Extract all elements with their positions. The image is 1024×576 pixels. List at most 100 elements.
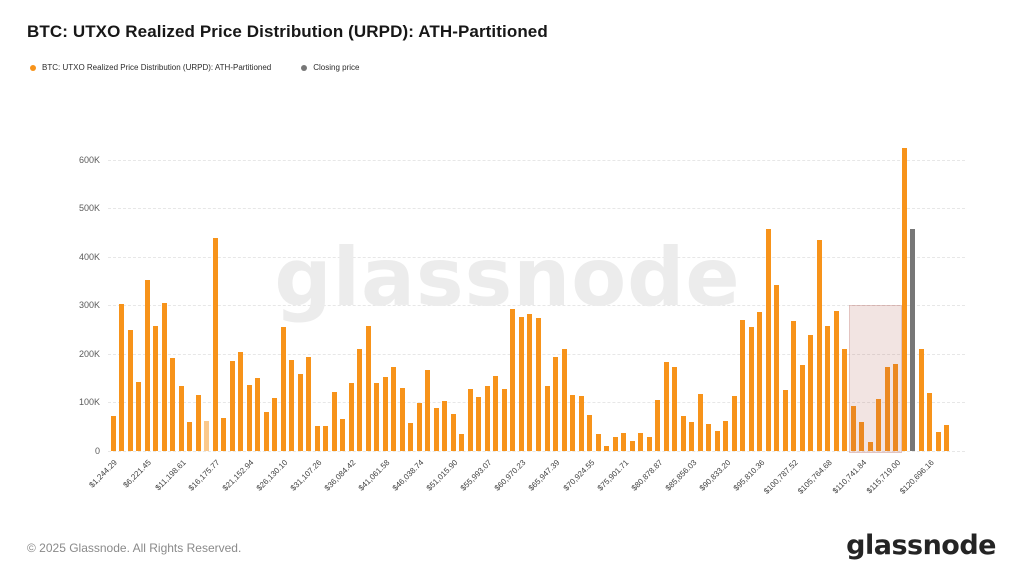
legend-item-urpd[interactable]: BTC: UTXO Realized Price Distribution (U… (30, 63, 271, 72)
urpd-bar[interactable] (612, 437, 618, 451)
urpd-bar[interactable] (204, 420, 210, 451)
urpd-bar[interactable] (799, 365, 805, 451)
urpd-bar[interactable] (263, 411, 269, 451)
urpd-bar[interactable] (518, 317, 524, 451)
urpd-bar[interactable] (425, 369, 431, 451)
urpd-bar[interactable] (255, 378, 261, 451)
urpd-bar[interactable] (246, 384, 252, 451)
urpd-bar[interactable] (357, 349, 363, 451)
urpd-bar[interactable] (331, 391, 337, 451)
urpd-bar[interactable] (536, 318, 541, 451)
urpd-bar[interactable] (280, 326, 286, 451)
urpd-bar[interactable] (816, 239, 822, 451)
urpd-bar[interactable] (476, 396, 482, 451)
urpd-bar[interactable] (842, 349, 848, 451)
urpd-bar[interactable] (365, 325, 371, 451)
urpd-bar[interactable] (604, 446, 610, 451)
urpd-bar[interactable] (442, 400, 448, 451)
urpd-bar[interactable] (595, 434, 601, 451)
urpd-bar[interactable] (187, 421, 193, 451)
urpd-bar[interactable] (467, 389, 473, 451)
urpd-bar[interactable] (527, 314, 533, 451)
urpd-bar[interactable] (587, 415, 593, 451)
urpd-bar[interactable] (340, 419, 346, 451)
urpd-bar[interactable] (501, 389, 507, 451)
urpd-bar[interactable] (323, 425, 329, 451)
urpd-bar[interactable] (161, 302, 167, 451)
urpd-bar[interactable] (723, 420, 729, 451)
urpd-bar[interactable] (638, 432, 644, 451)
urpd-bar[interactable] (272, 397, 278, 451)
legend-item-closing-price[interactable]: Closing price (301, 63, 360, 72)
urpd-bar[interactable] (484, 385, 490, 451)
urpd-bar[interactable] (927, 392, 933, 451)
urpd-bar[interactable] (646, 437, 652, 451)
urpd-bar[interactable] (178, 386, 184, 451)
urpd-bar[interactable] (119, 304, 124, 451)
urpd-bar[interactable] (697, 394, 703, 451)
urpd-bar[interactable] (136, 381, 142, 451)
urpd-bar[interactable] (706, 424, 712, 451)
urpd-bar[interactable] (416, 402, 422, 451)
urpd-bar[interactable] (833, 310, 839, 451)
urpd-bar[interactable] (459, 434, 465, 451)
closing-price-bar[interactable] (910, 229, 916, 451)
urpd-bar[interactable] (195, 394, 201, 451)
urpd-bar[interactable] (850, 405, 856, 451)
urpd-bar[interactable] (170, 358, 176, 451)
urpd-bar[interactable] (399, 387, 405, 451)
urpd-bar[interactable] (408, 423, 414, 451)
urpd-bar[interactable] (153, 326, 159, 451)
urpd-bar[interactable] (731, 395, 737, 451)
urpd-bar[interactable] (127, 329, 133, 451)
urpd-bar[interactable] (867, 441, 873, 451)
urpd-bar[interactable] (757, 312, 763, 451)
urpd-bar[interactable] (901, 147, 907, 451)
urpd-bar[interactable] (740, 320, 746, 451)
urpd-bar[interactable] (689, 421, 695, 451)
urpd-bar[interactable] (544, 386, 550, 451)
urpd-bar[interactable] (391, 366, 397, 451)
urpd-bar[interactable] (144, 279, 150, 451)
urpd-bar[interactable] (935, 432, 941, 451)
urpd-bar[interactable] (297, 374, 303, 451)
urpd-bar[interactable] (314, 425, 320, 451)
urpd-bar[interactable] (510, 308, 516, 451)
urpd-bar[interactable] (289, 359, 295, 451)
urpd-bar[interactable] (110, 416, 116, 451)
urpd-bar[interactable] (748, 327, 754, 451)
urpd-bar[interactable] (655, 400, 661, 451)
urpd-bar[interactable] (212, 237, 218, 451)
urpd-bar[interactable] (884, 367, 890, 451)
urpd-bar[interactable] (791, 321, 797, 451)
urpd-bar[interactable] (433, 408, 439, 451)
urpd-bar[interactable] (374, 383, 380, 451)
urpd-bar[interactable] (876, 398, 882, 451)
urpd-bar[interactable] (229, 360, 235, 451)
urpd-bar[interactable] (621, 432, 627, 451)
urpd-bar[interactable] (221, 417, 227, 451)
urpd-bar[interactable] (629, 440, 635, 451)
urpd-bar[interactable] (382, 377, 388, 451)
urpd-bar[interactable] (553, 357, 559, 451)
urpd-bar[interactable] (782, 389, 788, 451)
urpd-bar[interactable] (680, 416, 686, 451)
urpd-bar[interactable] (493, 376, 499, 451)
urpd-bar[interactable] (450, 413, 456, 451)
urpd-bar[interactable] (918, 348, 924, 451)
urpd-bar[interactable] (944, 425, 950, 451)
urpd-bar[interactable] (893, 364, 899, 451)
urpd-bar[interactable] (306, 357, 312, 451)
urpd-bar[interactable] (714, 431, 720, 451)
urpd-bar[interactable] (808, 335, 814, 451)
urpd-bar[interactable] (348, 383, 354, 451)
urpd-bar[interactable] (578, 395, 584, 451)
urpd-bar[interactable] (765, 229, 771, 451)
urpd-bar[interactable] (825, 326, 831, 451)
urpd-bar[interactable] (238, 352, 244, 451)
urpd-bar[interactable] (859, 421, 865, 451)
urpd-bar[interactable] (663, 361, 669, 451)
urpd-bar[interactable] (570, 395, 576, 451)
urpd-bar[interactable] (672, 367, 678, 451)
urpd-bar[interactable] (774, 284, 780, 451)
